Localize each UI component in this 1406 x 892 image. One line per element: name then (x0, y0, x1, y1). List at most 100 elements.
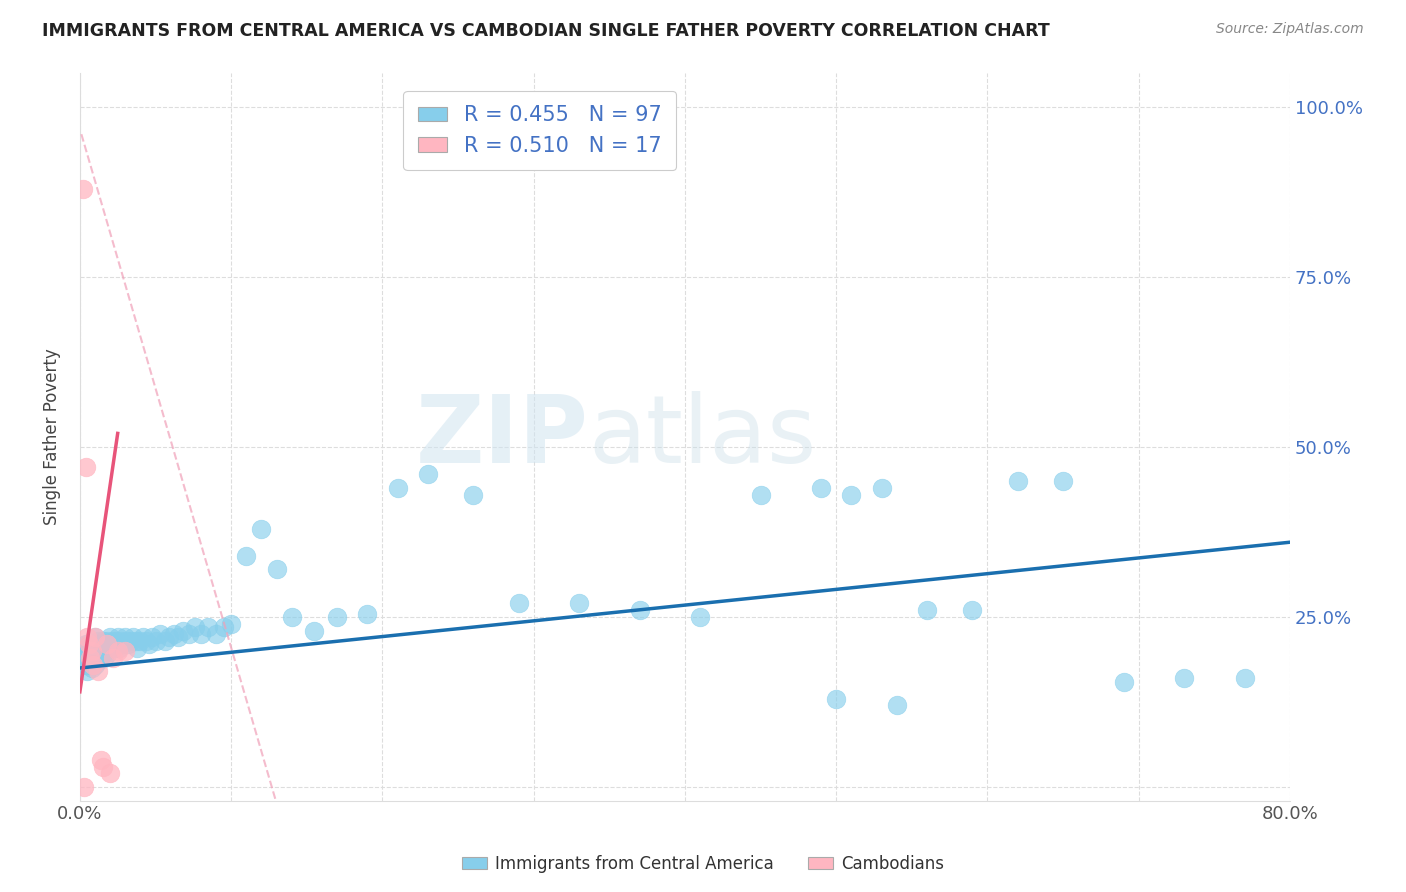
Point (250, 522, 273, 536)
Point (96, 637, 118, 651)
Point (886, 698, 908, 713)
Point (96, 633, 118, 648)
Point (326, 610, 349, 624)
Point (387, 481, 409, 495)
Point (841, 487, 863, 501)
Point (135, 633, 157, 648)
Point (86, 637, 108, 651)
Point (163, 627, 186, 641)
Point (190, 627, 212, 641)
Point (96, 648, 118, 662)
Point (132, 631, 155, 645)
Point (825, 691, 848, 706)
Point (86, 648, 108, 662)
Point (80, 661, 103, 675)
Point (98, 766, 121, 780)
Point (416, 467, 439, 482)
Point (73, 650, 96, 665)
Point (111, 637, 134, 651)
Point (463, 487, 485, 501)
Point (568, 596, 591, 610)
Point (121, 631, 143, 645)
Point (72, 181, 94, 195)
Point (114, 631, 136, 645)
Point (266, 562, 288, 576)
Point (89, 640, 111, 655)
Point (235, 549, 257, 563)
Text: atlas: atlas (588, 391, 817, 483)
Point (82, 657, 104, 672)
Point (1052, 474, 1074, 488)
Point (1007, 474, 1029, 488)
Point (104, 640, 127, 655)
Point (689, 610, 711, 624)
Point (76, 657, 98, 672)
Point (101, 633, 124, 648)
Point (80, 644, 103, 658)
Point (76, 631, 98, 645)
Point (172, 624, 194, 638)
Point (105, 633, 128, 648)
Point (79, 654, 101, 668)
Text: ZIP: ZIP (415, 391, 588, 483)
Legend: Immigrants from Central America, Cambodians: Immigrants from Central America, Cambodi… (456, 848, 950, 880)
Point (356, 607, 378, 621)
Point (205, 627, 228, 641)
Point (177, 627, 200, 641)
Point (115, 633, 138, 648)
Point (84, 631, 107, 645)
Point (100, 637, 122, 651)
Point (962, 603, 984, 617)
Point (184, 620, 207, 634)
Point (108, 640, 131, 655)
Point (76, 644, 98, 658)
Point (90, 637, 112, 651)
Point (1233, 671, 1256, 685)
Point (117, 637, 139, 651)
Point (77, 637, 100, 651)
Point (628, 603, 651, 617)
Point (114, 644, 136, 658)
Point (90, 753, 112, 767)
Point (77, 650, 100, 665)
Point (197, 620, 219, 634)
Point (91, 759, 114, 773)
Point (1173, 671, 1195, 685)
Point (84, 657, 107, 672)
Point (1112, 674, 1135, 689)
Point (91, 633, 114, 648)
Point (93, 637, 115, 651)
Point (93, 650, 115, 665)
Point (153, 633, 176, 648)
Point (79, 650, 101, 665)
Point (73, 780, 96, 794)
Point (84, 631, 107, 645)
Point (915, 603, 938, 617)
Point (870, 481, 893, 495)
Point (90, 648, 112, 662)
Point (77, 637, 100, 651)
Point (125, 633, 148, 648)
Point (76, 665, 98, 679)
Point (82, 644, 104, 658)
Point (84, 644, 107, 658)
Point (129, 633, 152, 648)
Text: IMMIGRANTS FROM CENTRAL AMERICA VS CAMBODIAN SINGLE FATHER POVERTY CORRELATION C: IMMIGRANTS FROM CENTRAL AMERICA VS CAMBO… (42, 22, 1050, 40)
Point (810, 481, 832, 495)
Point (157, 631, 180, 645)
Point (120, 633, 142, 648)
Point (94, 640, 117, 655)
Point (107, 644, 129, 658)
Point (98, 631, 121, 645)
Point (110, 633, 132, 648)
Legend: R = 0.455   N = 97, R = 0.510   N = 17: R = 0.455 N = 97, R = 0.510 N = 17 (404, 91, 676, 170)
Text: Source: ZipAtlas.com: Source: ZipAtlas.com (1216, 22, 1364, 37)
Point (107, 631, 129, 645)
Point (80, 648, 103, 662)
Point (75, 637, 97, 651)
Point (75, 460, 97, 475)
Point (508, 596, 530, 610)
Point (167, 631, 190, 645)
Point (149, 627, 172, 641)
Point (72, 644, 94, 658)
